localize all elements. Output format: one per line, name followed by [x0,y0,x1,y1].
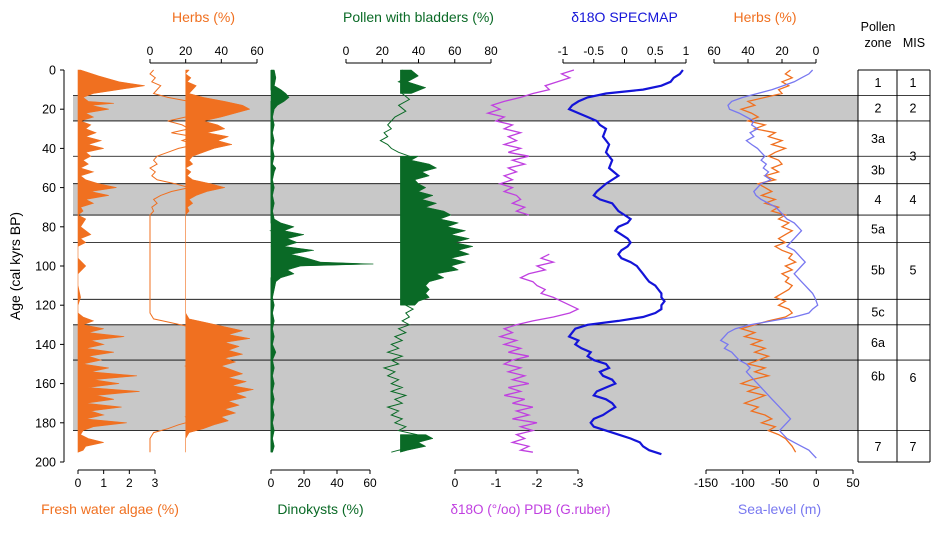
y-tick-label: 20 [42,103,56,117]
axis-tick-label: 60 [250,44,264,58]
axis-title-dinokysts: Dinokysts (%) [277,501,363,517]
axis-tick-label: -50 [771,476,789,490]
series-line-d18o_pdb [497,253,580,453]
y-tick-label: 0 [49,64,56,78]
series-area-dinokysts [270,69,374,453]
axis-tick-label: 0 [813,44,820,58]
series-area-freshwater [77,69,145,453]
pollen-zone-label: 4 [875,193,882,207]
y-tick-label: 120 [35,299,56,313]
axis-tick-label: 80 [484,44,498,58]
axis-tick-label: 0 [621,44,628,58]
mis-label: 7 [910,440,917,454]
zone-table: Pollen zone MIS 1 2 3a 3b 4 5a 5b 5c 6a 6b 7 1 2 3 4 5 6 7 [857,20,931,463]
axis-tick-label: 20 [179,44,193,58]
axis-tick-label: 60 [448,44,462,58]
panel-herbs1: 0 20 40 60 Herbs (%) [147,9,264,453]
axis-title-sealevel: Sea-level (m) [738,501,821,517]
axis-tick-label: 3 [152,476,159,490]
series-line-herbs2 [738,69,798,453]
axis-title-d18o_pdb: δ18O (°/oo) PDB (G.ruber) [451,502,611,517]
axis-tick-label: -3 [573,476,584,490]
axis-tick-label: 40 [330,476,344,490]
pollen-zone-header-line2: zone [864,36,891,50]
pollen-zone-label: 6b [871,369,885,383]
axis-tick-label: 0 [75,476,82,490]
axis-tick-label: 0 [147,44,154,58]
axis-tick-label: -1 [558,44,569,58]
panel-pollen: 0 20 40 60 80 Pollen with bladders (%) [343,9,498,453]
mis-label: 6 [910,371,917,385]
mis-label: 5 [910,263,917,277]
y-axis-label: Age (cal kyrs BP) [7,212,23,320]
axis-tick-label: -2 [532,476,543,490]
series-line-sealevel [719,69,819,459]
axis-tick-label: 1 [683,44,690,58]
axis-title-freshwater: Fresh water algae (%) [41,501,179,517]
axis-tick-label: 60 [363,476,377,490]
y-tick-label: 160 [35,377,56,391]
mis-label: 1 [910,76,917,90]
pollen-zone-header-line1: Pollen [861,20,896,34]
axis-tick-label: -100 [731,476,755,490]
y-tick-label: 40 [42,142,56,156]
axis-title-herbs2: Herbs (%) [733,9,796,25]
y-axis: 0 20 40 60 80 100 120 140 160 180 200 Age (cal kyrs… [7,64,65,470]
series-area-pollen [400,69,427,94]
series-line-specmap [567,69,684,456]
series-line-d18o_pdb [485,69,575,216]
axis-tick-label: 60 [707,44,721,58]
axis-tick-label: 40 [412,44,426,58]
axis-title-herbs1: Herbs (%) [172,9,235,25]
axis-tick-label: 0 [813,476,820,490]
y-tick-label: 200 [35,456,56,470]
pollen-zone-label: 1 [875,76,882,90]
panel-d18o_pdb: 0 -1 -2 -3 δ18O (°/oo) PDB (G.ruber) [451,69,611,517]
pollen-zone-label: 3a [871,132,885,146]
axis-tick-label: 0 [268,476,275,490]
axis-tick-label: 1 [100,476,107,490]
y-tick-label: 180 [35,416,56,430]
pollen-zone-label: 5a [871,222,885,236]
pollen-zone-label: 5c [871,306,884,320]
mis-label: 3 [910,150,917,164]
axis-tick-label: 0.5 [647,44,664,58]
axis-tick-label: -0.5 [583,44,604,58]
y-tick-label: 100 [35,260,56,274]
series-area-pollen [400,155,473,306]
pollen-zone-label: 5b [871,263,885,277]
series-area-herbs1 [185,69,254,453]
axis-tick-label: -150 [694,476,718,490]
axis-tick-label: 20 [297,476,311,490]
pollen-zone-label: 2 [875,102,882,116]
axis-tick-label: 0 [452,476,459,490]
axis-tick-label: 20 [775,44,789,58]
pollen-zone-label: 7 [875,440,882,454]
mis-label: 2 [910,102,917,116]
y-tick-label: 80 [42,220,56,234]
y-tick-label: 140 [35,338,56,352]
mis-label: 4 [910,193,917,207]
panel-herbs2: 60 40 20 0 Herbs (%) [707,9,820,453]
axis-tick-label: 40 [741,44,755,58]
panel-specmap: -1 -0.5 0 0.5 1 δ18O SPECMAP [558,9,690,456]
mis-header: MIS [903,36,925,50]
axis-tick-label: 20 [376,44,390,58]
axis-tick-label: -1 [491,476,502,490]
axis-tick-label: 0 [343,44,350,58]
axis-title-pollen: Pollen with bladders (%) [343,9,494,25]
y-tick-label: 60 [42,181,56,195]
axis-tick-label: 40 [215,44,229,58]
panel-freshwater: 0 1 2 3 Fresh water algae (%) [41,69,179,517]
axis-tick-label: 50 [846,476,860,490]
pollen-zone-label: 3b [871,163,885,177]
axis-tick-label: 2 [126,476,133,490]
panel-sealevel: -150 -100 -50 0 50 Sea-level (m) [694,69,860,517]
axis-title-specmap: δ18O SPECMAP [571,9,678,25]
series-area-pollen [400,434,434,453]
pollen-zone-label: 6a [871,336,885,350]
